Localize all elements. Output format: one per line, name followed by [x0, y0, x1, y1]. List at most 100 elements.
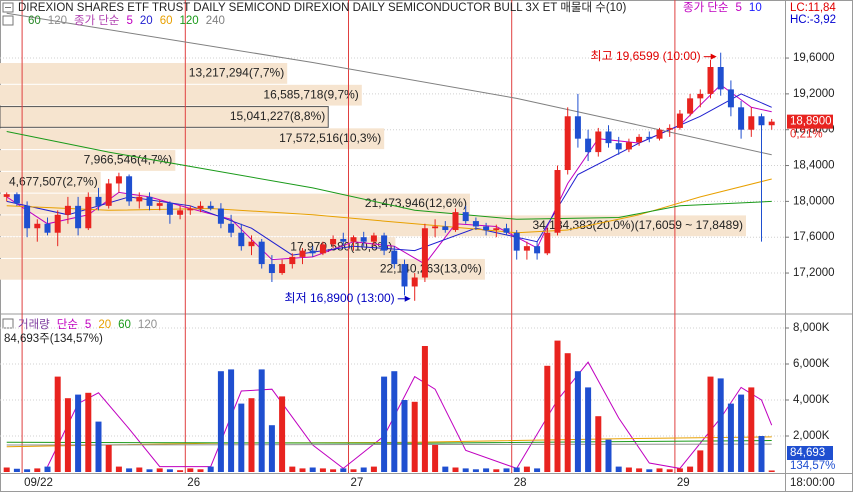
- volume-bar: [656, 468, 663, 472]
- volume-bar: [554, 340, 561, 472]
- candle-body: [564, 116, 571, 171]
- current-value-box: [787, 114, 833, 129]
- volume-bar: [687, 466, 694, 472]
- candle-body: [319, 244, 326, 254]
- candle-body: [625, 142, 632, 150]
- overlay-legend-label: 종가 단순: [683, 1, 729, 14]
- hc-label: HC:-3,92: [790, 14, 836, 26]
- volume-bar: [13, 468, 20, 472]
- current-change-label: 134,57%: [790, 460, 835, 472]
- y-tick-label: 2,000K: [793, 430, 830, 442]
- candle-body: [3, 194, 10, 197]
- lc-label: LC:11,84: [790, 2, 836, 14]
- candle-body: [615, 143, 622, 150]
- candle-body: [534, 246, 541, 254]
- x-tick-label: 26: [187, 477, 200, 489]
- candle-body: [401, 264, 408, 287]
- candle-body: [605, 131, 612, 144]
- candle-body: [493, 228, 500, 231]
- candle-body: [758, 116, 765, 126]
- volume-bar: [177, 470, 184, 472]
- volume-bar: [585, 387, 592, 472]
- settings-icon[interactable]: [2, 15, 14, 26]
- volume-bar: [146, 469, 153, 472]
- volume-profile-label: 4,677,507(2,7%): [9, 174, 98, 188]
- y-tick-label: 18,0000: [793, 195, 835, 207]
- candle-body: [462, 212, 469, 222]
- volume-bar: [238, 403, 245, 472]
- y-tick-label: 17,6000: [793, 231, 835, 243]
- volume-bar: [187, 468, 194, 472]
- volume-bar: [350, 469, 357, 472]
- volume-bar: [228, 369, 235, 472]
- volume-bar: [401, 400, 408, 472]
- x-tick-label: 29: [677, 477, 690, 489]
- volume-bar: [330, 469, 337, 472]
- legend-entry: 240: [206, 15, 225, 27]
- annotation-label: 최저 16,8900 (13:00): [285, 291, 395, 305]
- legend-entry: 120: [180, 15, 199, 27]
- volume-bar: [483, 468, 490, 472]
- volume-bar: [493, 469, 500, 472]
- candle-body: [197, 205, 204, 209]
- volume-bar: [768, 470, 775, 472]
- candle-body: [258, 241, 265, 265]
- candle-body: [727, 89, 734, 108]
- volume-bar: [258, 369, 265, 472]
- volume-bar: [625, 467, 632, 472]
- y-tick-label: 6,000K: [793, 358, 830, 370]
- volume-bar: [54, 376, 61, 472]
- volume-bar: [758, 436, 765, 472]
- legend-label: 단순: [57, 318, 78, 331]
- volume-bar: [717, 378, 724, 472]
- candle-body: [350, 237, 357, 242]
- candle-body: [554, 170, 561, 233]
- volume-bar: [340, 468, 347, 472]
- volume-bar: [299, 468, 306, 472]
- volume-profile-band: [0, 63, 288, 84]
- candle-body: [64, 205, 71, 215]
- volume-bar: [309, 467, 316, 472]
- volume-settings-icon[interactable]: [2, 318, 14, 329]
- candle-body: [381, 235, 388, 251]
- candle-body: [54, 214, 61, 233]
- candle-body: [166, 203, 173, 215]
- candle-body: [687, 98, 694, 114]
- candle-body: [483, 226, 490, 231]
- volume-bar: [676, 468, 683, 472]
- annotation-arrowhead: [710, 53, 717, 60]
- volume-bar: [523, 466, 530, 472]
- volume-profile-band: [0, 128, 385, 150]
- volume-bar: [166, 469, 173, 472]
- candle-body: [187, 208, 194, 211]
- volume-bar: [748, 387, 755, 472]
- candle-body: [115, 176, 122, 184]
- volume-bar: [707, 376, 714, 472]
- volume-bar: [544, 365, 551, 472]
- volume-bar: [75, 394, 82, 472]
- volume-bar: [452, 467, 459, 472]
- legend-entry: 120: [138, 319, 157, 331]
- volume-bar: [248, 398, 255, 472]
- legend-entry: 60: [118, 319, 131, 331]
- volume-profile-label: 15,041,227(8,8%): [230, 109, 325, 123]
- volume-profile-label: 13,217,294(7,7%): [189, 66, 284, 80]
- volume-profile-label: 7,966,546(4,7%): [84, 153, 173, 167]
- candle-body: [442, 226, 449, 231]
- candle-body: [105, 183, 112, 206]
- y-tick-label: 8,000K: [793, 322, 830, 334]
- candle-body: [340, 238, 347, 242]
- candle-body: [268, 264, 275, 274]
- overlay-legend-entry: 10: [749, 2, 762, 14]
- volume-profile-band: [0, 237, 396, 258]
- candle-body: [411, 277, 418, 287]
- candle-body: [574, 116, 581, 139]
- volume-bar: [432, 445, 439, 472]
- volume-bar: [370, 466, 377, 472]
- ma-line: [6, 443, 772, 446]
- candle-body: [748, 116, 755, 130]
- volume-bar: [207, 466, 214, 472]
- volume-bar: [574, 371, 581, 472]
